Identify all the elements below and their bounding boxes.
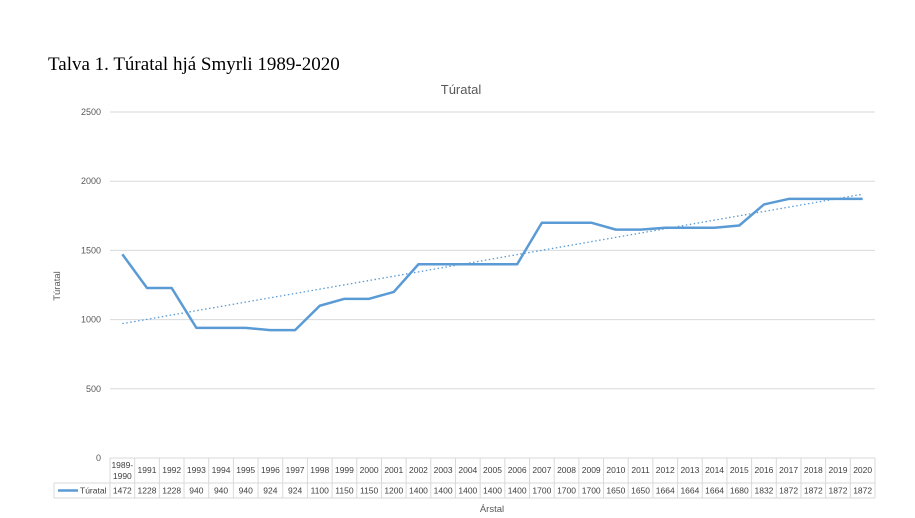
x-axis-label: Árstal [480,504,504,515]
data-label: 1400 [508,486,527,496]
x-category-label: 2005 [483,465,502,475]
x-category-label: 2013 [680,465,699,475]
x-category-label: 2019 [829,465,848,475]
x-category-label: 2007 [532,465,551,475]
x-category-label: 1990 [113,471,132,481]
y-tick-label: 0 [96,453,101,463]
data-label: 1400 [483,486,502,496]
x-category-label: 2009 [582,465,601,475]
x-category-label: 2017 [779,465,798,475]
y-axis-label: Túratal [52,271,63,301]
x-category-label: 2001 [384,465,403,475]
data-table: 1989-1990 1991 1992 1993 1994 1995 1996 1997 199… [53,457,876,499]
x-category-label: 1993 [187,465,206,475]
x-category-label: 1995 [236,465,255,475]
data-label: 1700 [532,486,551,496]
data-label: 1664 [656,486,675,496]
data-label: 940 [214,486,228,496]
x-category-label: 2003 [434,465,453,475]
x-category-label: 2000 [360,465,379,475]
data-label: 924 [288,486,302,496]
data-label: 924 [263,486,277,496]
x-category-label: 2011 [631,465,650,475]
chart-title: Túratal [441,82,482,97]
data-label: 1400 [434,486,453,496]
x-category-label: 2002 [409,465,428,475]
data-label: 1650 [606,486,625,496]
x-category-label: 2015 [730,465,749,475]
series-lines [121,197,863,332]
y-tick-label: 500 [86,384,101,394]
x-category-label: 1996 [261,465,280,475]
data-label: 1700 [557,486,576,496]
trendline [122,193,863,325]
x-category-label: 2018 [804,465,823,475]
data-label: 1100 [311,486,330,496]
y-tick-label: 2500 [81,107,101,117]
x-category-label: 2010 [606,465,625,475]
x-category-label: 2004 [458,465,477,475]
x-category-label: 2006 [508,465,527,475]
data-label: 940 [239,486,253,496]
data-label: 1872 [829,486,848,496]
x-category-label: 1992 [162,465,181,475]
data-label: 1664 [680,486,699,496]
data-label: 1872 [779,486,798,496]
data-label: 1228 [162,486,181,496]
y-tick-label: 1000 [81,315,101,325]
data-label: 1472 [113,486,132,496]
x-category-label: 1997 [286,465,305,475]
x-category-label: 2008 [557,465,576,475]
x-category-label: 1989- [111,460,133,470]
y-tick-label: 2000 [81,176,101,186]
data-label: 1228 [138,486,157,496]
data-label: 1650 [631,486,650,496]
data-label: 1200 [384,486,403,496]
series-line [121,197,863,332]
data-label: 1400 [409,486,428,496]
gridlines [110,111,875,390]
trendline-line [122,193,863,325]
figure-caption: Talva 1. Túratal hjá Smyrli 1989-2020 [48,54,340,75]
data-label: 1400 [458,486,477,496]
x-category-label: 2014 [705,465,724,475]
x-category-label: 1994 [212,465,231,475]
data-label: 1664 [705,486,724,496]
data-label: 1150 [335,486,354,496]
x-category-label: 1999 [335,465,354,475]
x-category-label: 2012 [656,465,675,475]
data-label: 1680 [730,486,749,496]
y-axis-ticks: 0 500 1000 1500 2000 2500 [81,107,101,463]
x-category-label: 1998 [310,465,329,475]
x-category-label: 1991 [138,465,157,475]
y-tick-label: 1500 [81,245,101,255]
data-label: 1832 [754,486,773,496]
legend-label: Túratal [80,486,107,496]
data-label: 1872 [804,486,823,496]
data-label: 1872 [853,486,872,496]
x-category-label: 2016 [754,465,773,475]
x-category-label: 2020 [853,465,872,475]
data-label: 1150 [360,486,379,496]
data-label: 1700 [582,486,601,496]
data-label: 940 [189,486,203,496]
